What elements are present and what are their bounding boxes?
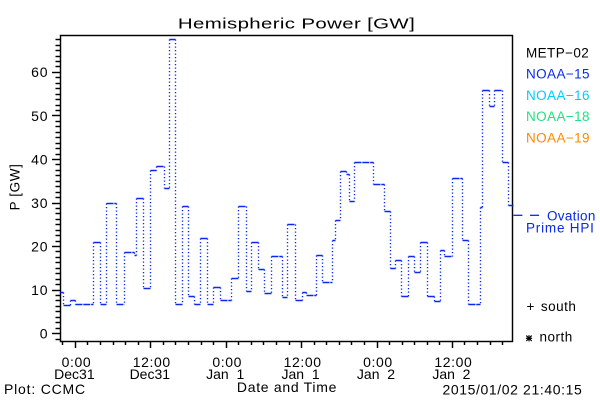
- svg-text:30: 30: [31, 195, 48, 211]
- svg-text:12:00: 12:00: [133, 354, 171, 370]
- svg-text:Dec31: Dec31: [130, 366, 171, 382]
- svg-text:Jan 2: Jan 2: [357, 366, 395, 382]
- svg-text:Plot: CCMC: Plot: CCMC: [4, 381, 86, 397]
- svg-text:METP−02: METP−02: [526, 46, 589, 61]
- svg-text:south: south: [541, 299, 577, 314]
- svg-text:0: 0: [40, 325, 49, 341]
- svg-text:Hemispheric Power [GW]: Hemispheric Power [GW]: [178, 15, 415, 32]
- svg-text:+: +: [527, 299, 535, 314]
- svg-text:0:00: 0:00: [212, 354, 242, 370]
- svg-text:60: 60: [31, 64, 48, 80]
- svg-text:NOAA−18: NOAA−18: [526, 109, 590, 124]
- svg-text:10: 10: [31, 282, 48, 298]
- svg-text:20: 20: [31, 238, 48, 254]
- svg-text:Jan 2: Jan 2: [432, 366, 470, 382]
- svg-text:Prime HPI: Prime HPI: [526, 221, 595, 236]
- svg-text:50: 50: [31, 108, 48, 124]
- svg-text:NOAA−15: NOAA−15: [526, 67, 590, 82]
- svg-text:12:00: 12:00: [434, 354, 472, 370]
- svg-text:P [GW]: P [GW]: [8, 164, 23, 211]
- svg-text:north: north: [540, 330, 573, 345]
- svg-text:12:00: 12:00: [284, 354, 322, 370]
- svg-text:0:00: 0:00: [62, 354, 92, 370]
- svg-text:0:00: 0:00: [363, 354, 393, 370]
- svg-text:Jan 1: Jan 1: [282, 366, 320, 382]
- svg-text:NOAA−19: NOAA−19: [526, 130, 590, 145]
- svg-text:2015/01/02 21:40:15: 2015/01/02 21:40:15: [443, 381, 583, 397]
- svg-text:Ovation: Ovation: [547, 208, 596, 223]
- svg-text:Dec31: Dec31: [54, 366, 95, 382]
- svg-text:NOAA−16: NOAA−16: [526, 88, 590, 103]
- svg-text:Jan 1: Jan 1: [206, 366, 244, 382]
- svg-text:40: 40: [31, 151, 48, 167]
- svg-text:Date and Time: Date and Time: [237, 379, 337, 395]
